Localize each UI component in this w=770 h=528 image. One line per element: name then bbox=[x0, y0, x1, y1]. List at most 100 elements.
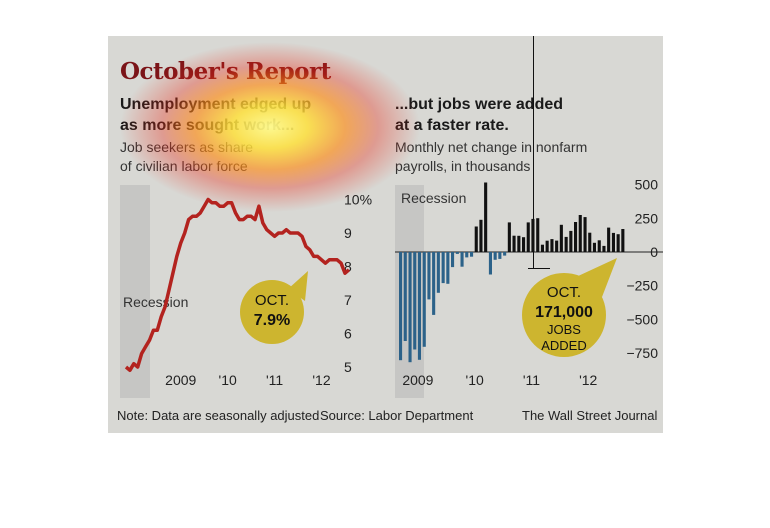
payroll-bar bbox=[446, 252, 450, 284]
payroll-bar bbox=[465, 252, 469, 258]
payrolls-bar-chart: Recession 500 250 0 −250 −500 −750 2009 '10 '11… bbox=[395, 177, 663, 398]
callout-bubble bbox=[240, 280, 304, 344]
payroll-bar bbox=[536, 218, 540, 252]
footer-credit: The Wall Street Journal bbox=[522, 408, 658, 423]
payroll-bar bbox=[616, 234, 620, 252]
left-y-tick-labels: 10% 9 8 7 6 5 bbox=[344, 192, 372, 376]
payroll-bar bbox=[583, 217, 587, 252]
payroll-bar bbox=[611, 232, 615, 252]
left-y-tick: 10% bbox=[344, 192, 372, 208]
payroll-bar bbox=[540, 244, 544, 252]
payroll-bar bbox=[408, 252, 412, 363]
right-callout-line-3: JOBS bbox=[547, 322, 581, 337]
payroll-bar bbox=[522, 237, 526, 252]
footer-note: Note: Data are seasonally adjusted bbox=[117, 408, 320, 423]
left-x-tick: '10 bbox=[219, 372, 237, 388]
chart-card: October's Report Unemployment edged up a… bbox=[108, 36, 663, 433]
right-y-tick: 250 bbox=[635, 210, 659, 226]
right-recession-label: Recession bbox=[401, 190, 466, 206]
payroll-bar bbox=[574, 222, 578, 252]
right-y-tick: −250 bbox=[626, 278, 658, 294]
payroll-bar bbox=[403, 252, 407, 341]
payroll-bar bbox=[564, 236, 568, 252]
unemployment-line bbox=[124, 197, 351, 373]
crosshair-horizontal bbox=[528, 268, 550, 269]
payroll-bar bbox=[413, 252, 417, 350]
right-y-tick: 0 bbox=[650, 244, 658, 260]
right-y-tick: 500 bbox=[635, 177, 659, 193]
left-callout: OCT. 7.9% bbox=[240, 271, 308, 344]
payroll-bar bbox=[427, 252, 431, 300]
left-callout-line-2: 7.9% bbox=[254, 312, 290, 329]
payroll-bar bbox=[493, 252, 497, 260]
left-x-tick: '12 bbox=[312, 372, 330, 388]
right-callout-line-1: OCT. bbox=[547, 284, 581, 301]
payroll-bar bbox=[484, 182, 488, 252]
left-callout-line-1: OCT. bbox=[255, 292, 289, 309]
payroll-bar bbox=[526, 222, 530, 252]
page-title: October's Report bbox=[120, 58, 331, 85]
right-headline-1: ...but jobs were added bbox=[395, 96, 564, 113]
right-x-tick: '10 bbox=[466, 372, 484, 388]
left-x-tick-labels: 2009 '10 '11 '12 bbox=[165, 372, 331, 388]
payroll-bar bbox=[597, 240, 601, 252]
payroll-bar bbox=[436, 252, 440, 293]
right-callout-line-4: ADDED bbox=[541, 338, 587, 353]
callout-pointer bbox=[288, 271, 308, 301]
right-x-tick: '12 bbox=[579, 372, 597, 388]
right-x-tick: '11 bbox=[523, 372, 540, 388]
right-callout: OCT. 171,000 JOBS ADDED bbox=[522, 258, 617, 357]
payroll-bar bbox=[588, 232, 592, 252]
payroll-bar bbox=[503, 252, 507, 256]
right-x-tick: 2009 bbox=[402, 372, 433, 388]
payroll-bar bbox=[607, 227, 611, 252]
right-desc-2: payrolls, in thousands bbox=[395, 158, 531, 174]
left-y-tick: 8 bbox=[344, 259, 352, 275]
payroll-bar bbox=[559, 224, 563, 252]
payroll-bar bbox=[432, 252, 436, 315]
left-y-tick: 5 bbox=[344, 359, 352, 375]
payroll-bar bbox=[474, 226, 478, 252]
payroll-bar bbox=[488, 252, 492, 275]
payroll-bar bbox=[417, 252, 421, 360]
payroll-bar bbox=[517, 235, 521, 252]
crosshair-vertical bbox=[533, 36, 534, 268]
left-x-tick: '11 bbox=[266, 372, 283, 388]
payroll-bar bbox=[422, 252, 426, 347]
payroll-bar bbox=[512, 235, 516, 252]
payroll-bar bbox=[592, 242, 596, 252]
payroll-bar bbox=[451, 252, 455, 268]
right-x-tick-labels: 2009 '10 '11 '12 bbox=[402, 372, 597, 388]
payroll-bar bbox=[441, 252, 445, 284]
callout-pointer bbox=[576, 258, 617, 297]
footer-source: Source: Labor Department bbox=[320, 408, 474, 423]
left-y-tick: 7 bbox=[344, 292, 352, 308]
payroll-bar bbox=[498, 252, 502, 259]
payroll-bar bbox=[479, 219, 483, 252]
payroll-bar bbox=[470, 252, 474, 257]
payroll-bars bbox=[399, 182, 625, 363]
right-desc-1: Monthly net change in nonfarm bbox=[395, 139, 588, 155]
unemployment-series bbox=[124, 197, 351, 373]
unemployment-line-chart: Recession 10% 9 8 7 6 5 2009 '10 '11 '12 OCT. 7.… bbox=[120, 185, 372, 398]
payroll-bar bbox=[507, 222, 511, 252]
right-y-tick: −500 bbox=[626, 311, 658, 327]
left-x-tick: 2009 bbox=[165, 372, 196, 388]
right-y-tick-labels: 500 250 0 −250 −500 −750 bbox=[626, 177, 658, 361]
payroll-bar bbox=[602, 245, 606, 252]
payroll-bar bbox=[545, 240, 549, 252]
payroll-bar bbox=[531, 218, 535, 252]
payroll-bar bbox=[455, 252, 459, 254]
payroll-bar bbox=[621, 229, 625, 252]
right-headline-2: at a faster rate. bbox=[395, 117, 509, 134]
payroll-bar bbox=[399, 252, 403, 361]
payroll-bar bbox=[550, 239, 554, 252]
left-headline-2: as more sought work... bbox=[120, 117, 295, 134]
payroll-bar bbox=[460, 252, 464, 267]
left-headline-1: Unemployment edged up bbox=[120, 96, 312, 113]
right-callout-line-2: 171,000 bbox=[535, 304, 593, 321]
left-y-tick: 9 bbox=[344, 225, 352, 241]
left-desc-1: Job seekers as share bbox=[120, 139, 254, 155]
payroll-bar bbox=[578, 215, 582, 252]
left-recession-label: Recession bbox=[123, 294, 188, 310]
